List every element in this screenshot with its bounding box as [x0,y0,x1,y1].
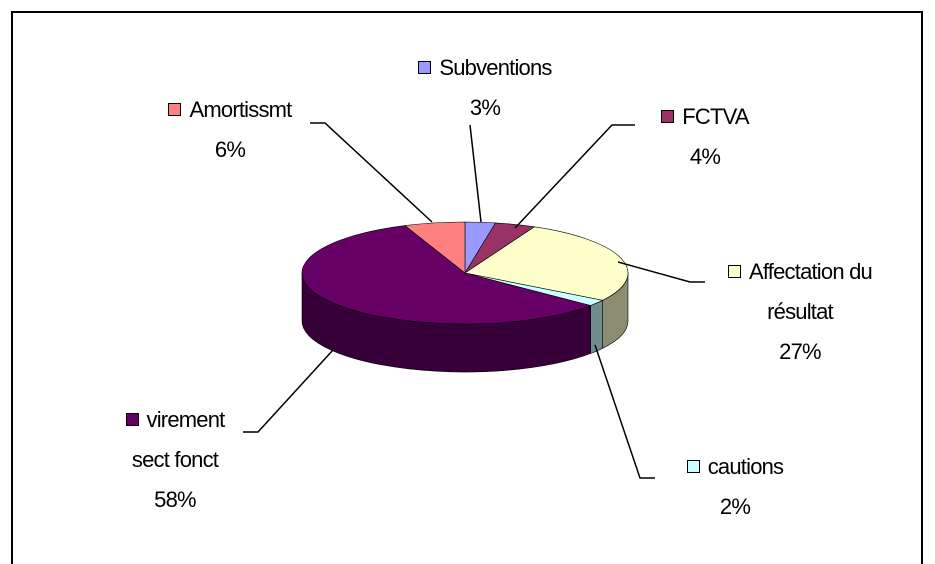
slice-name: Subventions [439,55,552,80]
legend-swatch [686,460,700,473]
legend-swatch [125,413,139,426]
pie-slice [404,221,466,274]
slice-percent: 3% [469,95,501,120]
slice-percent: 27% [779,339,821,364]
slice-percent: 4% [689,144,721,169]
slice-label: Subventions 3% [380,48,590,128]
legend-swatch [418,61,432,74]
slice-percent: 58% [154,487,196,512]
leader-line [469,124,482,223]
pie-slice [464,226,629,301]
pie-side [590,299,603,354]
slice-name: cautions [707,454,784,479]
pie-slice [301,225,592,325]
leader-line [617,261,705,283]
leader-line [594,344,655,479]
chart-frame [11,11,923,564]
legend-swatch [661,110,675,123]
slice-name: Affectation du résultat [749,259,873,324]
slice-name: FCTVA [682,104,749,129]
slice-label: Affectation du résultat 27% [705,252,895,372]
slice-label: virement sect fonct 58% [105,400,245,520]
slice-name: virement sect fonct [131,407,225,472]
slice-label: FCTVA 4% [640,97,770,177]
slice-percent: 2% [719,494,751,519]
slice-label: Amortissmt 6% [130,90,330,170]
slice-name: Amortissmt [189,97,292,122]
legend-swatch [168,103,182,116]
slice-percent: 6% [214,137,246,162]
leader-line [243,349,334,433]
slice-label: cautions 2% [660,447,810,527]
legend-swatch [728,265,742,278]
leader-line [310,122,433,223]
leader-line [514,124,635,229]
